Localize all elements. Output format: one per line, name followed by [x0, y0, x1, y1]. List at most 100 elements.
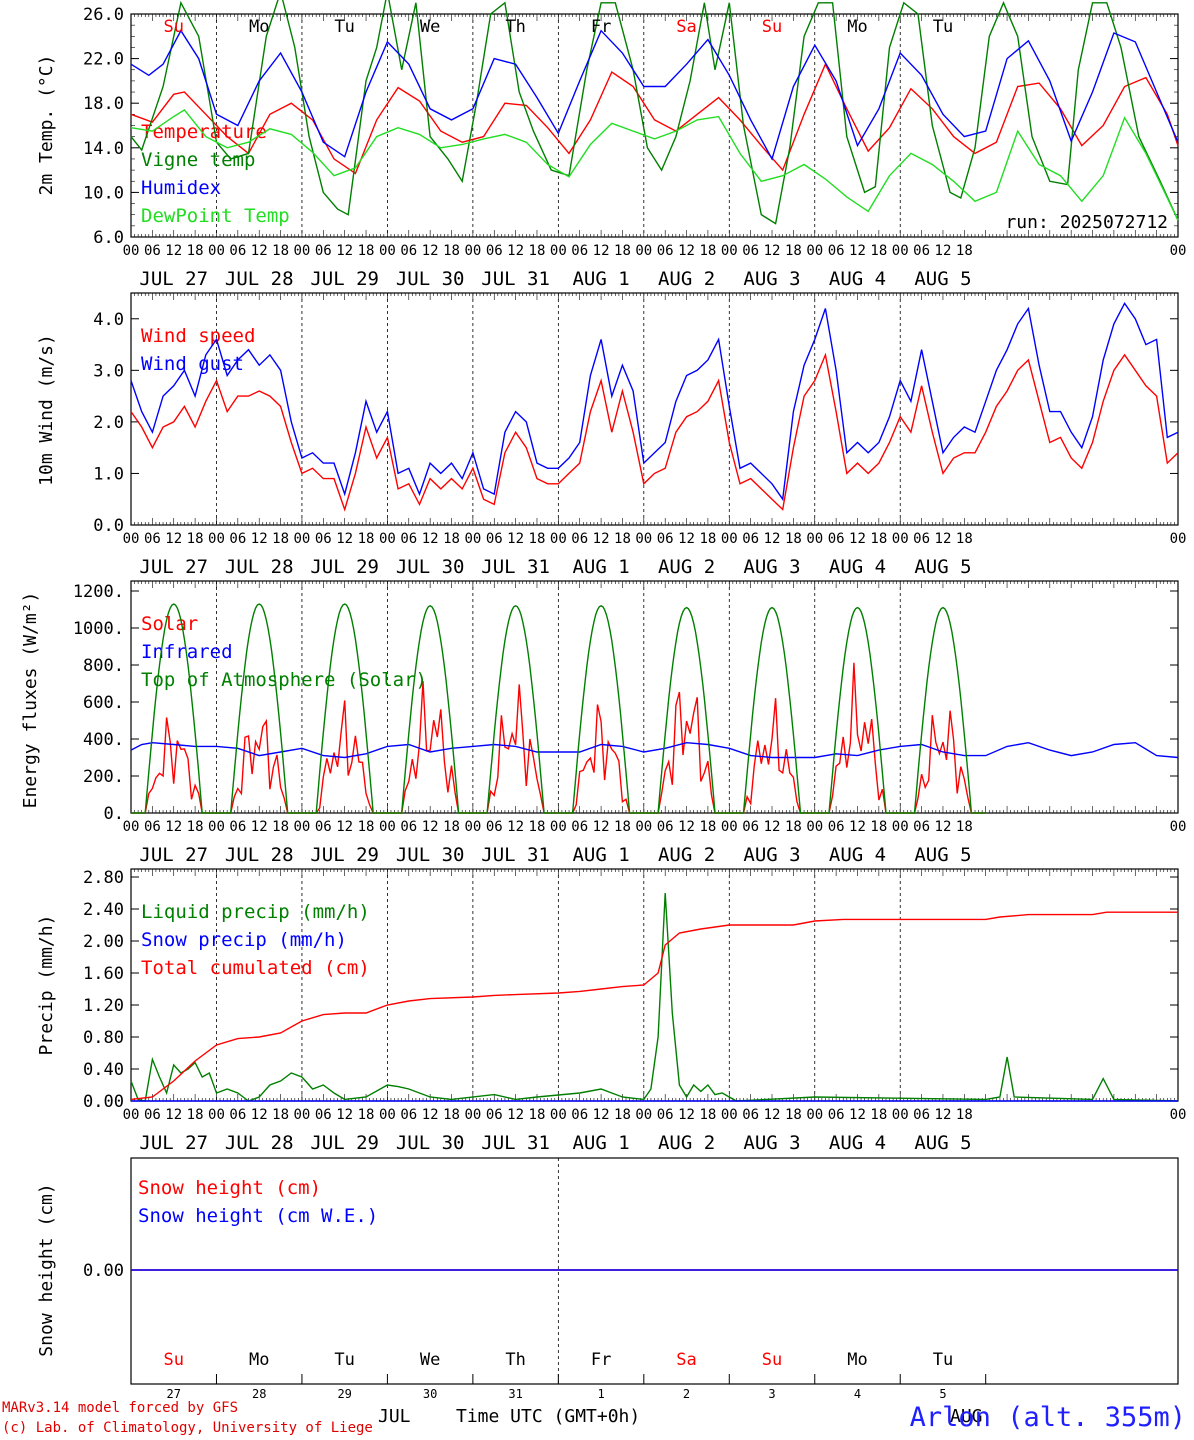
hour-label: 18	[785, 1107, 802, 1123]
hour-label: 18	[785, 243, 802, 259]
hour-label: 06	[400, 1107, 417, 1123]
y-tick-label: 26.0	[83, 5, 124, 25]
date-label: JUL 27	[139, 844, 208, 866]
month-label-aug: AUG	[950, 1406, 983, 1427]
legend-humidex: Humidex	[141, 177, 221, 199]
hour-label: 12	[849, 243, 866, 259]
hour-label: 12	[251, 819, 268, 835]
hour-label: 00	[464, 531, 481, 547]
hour-label: 06	[742, 243, 759, 259]
hour-label: 00	[550, 531, 567, 547]
hour-label: 18	[272, 1107, 289, 1123]
hour-label: 18	[187, 531, 204, 547]
y-tick-label: 0.80	[83, 1028, 124, 1048]
hour-label: 06	[315, 531, 332, 547]
legend-liquid-precip-mm-h: Liquid precip (mm/h)	[141, 901, 370, 923]
hour-label: 06	[657, 1107, 674, 1123]
hour-label: 12	[678, 243, 695, 259]
hour-label: 18	[358, 819, 375, 835]
run-label: run: 2025072712	[1005, 212, 1168, 233]
day-number-label: 28	[252, 1387, 266, 1401]
y-axis-label: 2m Temp. (°C)	[36, 55, 57, 196]
hour-label: 12	[593, 1107, 610, 1123]
weekday-label: Sa	[676, 1350, 696, 1370]
hour-label: 06	[315, 243, 332, 259]
hour-label: 18	[358, 243, 375, 259]
date-label: AUG 5	[914, 556, 971, 578]
hour-label: 12	[422, 531, 439, 547]
hour-label: 00	[294, 243, 311, 259]
date-label: AUG 1	[572, 844, 629, 866]
hour-label: 06	[571, 1107, 588, 1123]
date-label: AUG 3	[743, 556, 800, 578]
hour-label: 12	[422, 243, 439, 259]
y-tick-label: 4.0	[93, 310, 124, 330]
hour-label: 06	[571, 243, 588, 259]
hour-label: 18	[443, 1107, 460, 1123]
hour-label: 18	[187, 1107, 204, 1123]
hour-label: 00	[208, 1107, 225, 1123]
hour-label: 06	[229, 243, 246, 259]
date-label: JUL 30	[396, 844, 465, 866]
legend-wind-speed: Wind speed	[141, 325, 255, 347]
hour-label: 18	[614, 819, 631, 835]
hour-label: 06	[913, 819, 930, 835]
y-tick-label: 1.60	[83, 964, 124, 984]
y-tick-label: 1.0	[93, 464, 124, 484]
weekday-label: Su	[163, 17, 183, 37]
hour-label: 18	[699, 243, 716, 259]
hour-label: 00	[464, 243, 481, 259]
weekday-label: We	[420, 1350, 440, 1370]
hour-label: 00	[550, 1107, 567, 1123]
y-tick-label: 10.0	[83, 183, 124, 203]
y-tick-label: 18.0	[83, 94, 124, 114]
hour-label: 06	[828, 1107, 845, 1123]
weekday-label: Mo	[847, 17, 867, 37]
hour-label: 18	[272, 243, 289, 259]
hour-label: 00	[635, 1107, 652, 1123]
credit-line-1: MARv3.14 model forced by GFS	[2, 1400, 239, 1416]
date-label: JUL 27	[139, 1132, 208, 1154]
hour-label: 00	[806, 1107, 823, 1123]
hour-label: 12	[336, 1107, 353, 1123]
series-top-of-atmosphere-solar	[131, 603, 986, 814]
hour-label: 06	[828, 531, 845, 547]
hour-label: 06	[486, 243, 503, 259]
weekday-label: Tu	[933, 1350, 953, 1370]
hour-label: 06	[828, 243, 845, 259]
series-total-cumulated-cm	[130, 911, 1178, 1101]
date-label: JUL 28	[225, 844, 294, 866]
y-tick-label: 2.0	[93, 413, 124, 433]
date-label: JUL 30	[396, 1132, 465, 1154]
hour-label: 18	[956, 531, 973, 547]
hour-label: 12	[935, 243, 952, 259]
hour-label: 00	[721, 243, 738, 259]
hour-label: 00	[294, 531, 311, 547]
weekday-label: Tu	[334, 1350, 354, 1370]
date-label: AUG 2	[658, 1132, 715, 1154]
hour-label: 18	[956, 1107, 973, 1123]
hour-label: 18	[529, 819, 546, 835]
hour-label: 00	[892, 1107, 909, 1123]
y-tick-label: 1000.	[73, 619, 124, 639]
weekday-label: Tu	[933, 17, 953, 37]
day-number-label: 30	[423, 1387, 437, 1401]
hour-label: 06	[828, 819, 845, 835]
series-liquid-precip-mm-h	[130, 892, 1179, 1102]
day-number-label: 2	[683, 1387, 690, 1401]
hour-label: 18	[443, 819, 460, 835]
hour-label: 12	[251, 1107, 268, 1123]
hour-label: 18	[272, 531, 289, 547]
weekday-label: Su	[762, 1350, 782, 1370]
date-label: AUG 2	[658, 556, 715, 578]
hour-label: 06	[486, 819, 503, 835]
y-tick-label: 0.	[104, 804, 124, 824]
hour-label: 18	[699, 1107, 716, 1123]
hour-label: 18	[614, 1107, 631, 1123]
hour-label: 12	[593, 819, 610, 835]
date-label: AUG 4	[829, 844, 886, 866]
hour-label: 06	[144, 243, 161, 259]
hour-label: 06	[144, 1107, 161, 1123]
hour-label: 12	[165, 531, 182, 547]
hour-label: 12	[251, 531, 268, 547]
